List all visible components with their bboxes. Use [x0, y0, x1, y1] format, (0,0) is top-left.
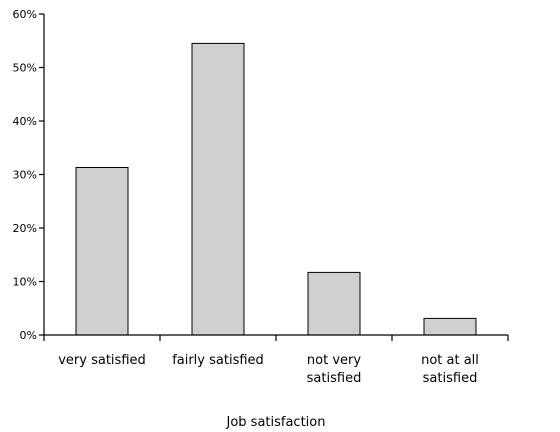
x-tick-label-2: fairly satisfied	[172, 353, 264, 368]
y-tick-label: 50%	[13, 62, 37, 75]
y-tick-label: 60%	[13, 8, 37, 21]
x-tick-label-line: satisfied	[307, 371, 362, 386]
x-tick-label-line: not very	[307, 353, 361, 368]
x-tick-label-3: not very satisfied	[307, 353, 362, 386]
y-tick-label: 20%	[13, 222, 37, 235]
x-tick-label-line: satisfied	[423, 371, 478, 386]
x-axis-title: Job satisfaction	[226, 415, 326, 430]
labels-layer: 0% 10% 20% 30% 40% 50% 60% very satisfied fairly…	[13, 8, 479, 386]
x-tick-label-1: very satisfied	[58, 353, 146, 368]
y-tick-label: 10%	[13, 276, 37, 289]
x-tick-label-4: not at all satisfied	[421, 353, 479, 386]
x-tick-label-line: not at all	[421, 353, 479, 368]
x-tick-label-line: fairly satisfied	[172, 353, 264, 368]
axes-layer	[39, 13, 509, 341]
y-tick-label: 0%	[20, 329, 37, 342]
bar-4	[423, 317, 477, 336]
bar-2	[191, 42, 245, 336]
bar-3	[307, 271, 361, 336]
y-tick-label: 30%	[13, 169, 37, 182]
bar-1	[75, 167, 129, 336]
x-tick-label-line: very satisfied	[58, 353, 146, 368]
y-tick-label: 40%	[13, 115, 37, 128]
bars-layer	[75, 42, 477, 336]
